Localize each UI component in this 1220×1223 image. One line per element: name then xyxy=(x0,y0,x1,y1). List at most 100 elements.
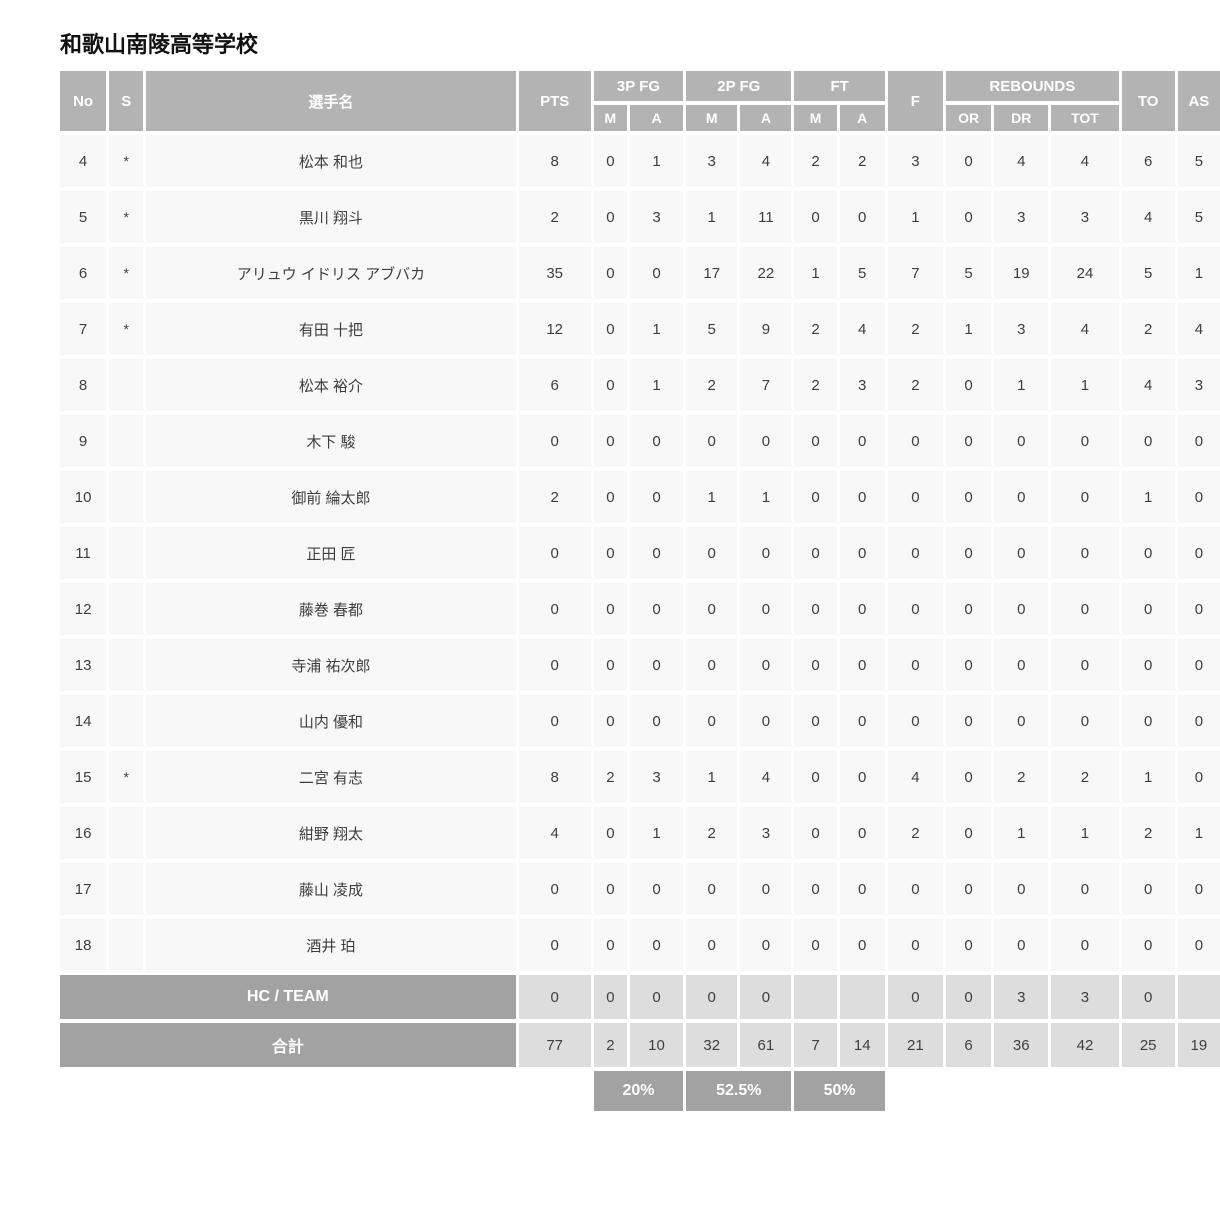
stat-3p-attempted: 0 xyxy=(629,527,684,579)
stat-total-rebounds: 0 xyxy=(1051,639,1119,691)
stat-offensive-rebounds: 0 xyxy=(945,863,992,915)
stat-ft-attempted: 3 xyxy=(839,359,885,411)
stat-ft-made: 0 xyxy=(794,863,837,915)
player-number: 11 xyxy=(60,527,107,579)
stat-total-rebounds: 0 xyxy=(1051,919,1119,971)
stat-turnovers: 0 xyxy=(1121,583,1175,635)
col-group-2pfg: 2P FG xyxy=(686,71,792,101)
player-name: 黒川 翔斗 xyxy=(146,191,516,243)
stat-3p-attempted: 0 xyxy=(629,863,684,915)
stat-offensive-rebounds: 5 xyxy=(945,247,992,299)
stat-assists: 5 xyxy=(1177,191,1220,243)
stat-pts: 8 xyxy=(518,135,591,187)
totals-turnovers: 25 xyxy=(1121,1023,1175,1067)
stat-2p-attempted: 0 xyxy=(740,415,792,467)
hc-team-turnovers: 0 xyxy=(1121,975,1175,1019)
stat-2p-attempted: 4 xyxy=(740,751,792,803)
stat-2p-attempted: 0 xyxy=(740,527,792,579)
stat-2p-made: 0 xyxy=(686,583,738,635)
col-header-ft-attempted: A xyxy=(839,105,885,131)
stat-fouls: 0 xyxy=(887,471,943,523)
stat-assists: 3 xyxy=(1177,359,1220,411)
stat-fouls: 0 xyxy=(887,639,943,691)
player-rows: 4 * 松本 和也 8 0 1 3 4 2 2 3 0 4 4 6 5 5 * … xyxy=(60,135,1220,971)
totals-assists: 19 xyxy=(1177,1023,1220,1067)
stat-ft-attempted: 2 xyxy=(839,135,885,187)
stat-3p-made: 0 xyxy=(593,191,627,243)
stat-ft-made: 0 xyxy=(794,639,837,691)
stat-turnovers: 0 xyxy=(1121,527,1175,579)
stat-ft-made: 0 xyxy=(794,471,837,523)
stat-fouls: 7 xyxy=(887,247,943,299)
stat-turnovers: 0 xyxy=(1121,919,1175,971)
stat-ft-made: 0 xyxy=(794,415,837,467)
player-number: 7 xyxy=(60,303,107,355)
stat-assists: 0 xyxy=(1177,919,1220,971)
stat-2p-made: 0 xyxy=(686,919,738,971)
player-number: 15 xyxy=(60,751,107,803)
stat-defensive-rebounds: 0 xyxy=(994,695,1049,747)
table-row: 17 藤山 凌成 0 0 0 0 0 0 0 0 0 0 0 0 0 xyxy=(60,863,1220,915)
starter-flag xyxy=(109,415,144,467)
stat-offensive-rebounds: 0 xyxy=(945,527,992,579)
stat-offensive-rebounds: 0 xyxy=(945,583,992,635)
stat-assists: 5 xyxy=(1177,135,1220,187)
stat-turnovers: 0 xyxy=(1121,695,1175,747)
player-name: 紺野 翔太 xyxy=(146,807,516,859)
player-name: 木下 駿 xyxy=(146,415,516,467)
player-number: 14 xyxy=(60,695,107,747)
col-header-total-rebounds: TOT xyxy=(1051,105,1119,131)
stat-turnovers: 0 xyxy=(1121,415,1175,467)
stat-3p-made: 0 xyxy=(593,135,627,187)
stat-2p-attempted: 11 xyxy=(740,191,792,243)
stat-2p-made: 1 xyxy=(686,751,738,803)
totals-fouls: 21 xyxy=(887,1023,943,1067)
hc-team-3p-attempted: 0 xyxy=(629,975,684,1019)
stat-defensive-rebounds: 0 xyxy=(994,863,1049,915)
stat-pts: 6 xyxy=(518,359,591,411)
col-header-offensive-rebounds: OR xyxy=(945,105,992,131)
stat-fouls: 1 xyxy=(887,191,943,243)
col-header-starter: S xyxy=(109,71,144,131)
player-name: 藤山 凌成 xyxy=(146,863,516,915)
stat-offensive-rebounds: 0 xyxy=(945,359,992,411)
hc-team-pts: 0 xyxy=(518,975,591,1019)
stat-2p-made: 1 xyxy=(686,191,738,243)
stat-2p-attempted: 9 xyxy=(740,303,792,355)
starter-flag: * xyxy=(109,303,144,355)
stat-ft-made: 0 xyxy=(794,583,837,635)
hc-team-total-rebounds: 3 xyxy=(1051,975,1119,1019)
stat-defensive-rebounds: 3 xyxy=(994,191,1049,243)
table-row: 6 * アリュウ イドリス アブバカ 35 0 0 17 22 1 5 7 5 … xyxy=(60,247,1220,299)
stat-3p-made: 0 xyxy=(593,359,627,411)
stat-2p-attempted: 22 xyxy=(740,247,792,299)
col-header-3p-made: M xyxy=(593,105,627,131)
stat-offensive-rebounds: 0 xyxy=(945,919,992,971)
player-name: 松本 裕介 xyxy=(146,359,516,411)
spacer xyxy=(888,1071,1220,1111)
starter-flag xyxy=(109,583,144,635)
stat-assists: 0 xyxy=(1177,863,1220,915)
player-number: 16 xyxy=(60,807,107,859)
stat-offensive-rebounds: 0 xyxy=(945,135,992,187)
col-header-player-name: 選手名 xyxy=(146,71,516,131)
stat-offensive-rebounds: 0 xyxy=(945,471,992,523)
stat-ft-attempted: 0 xyxy=(839,919,885,971)
col-header-defensive-rebounds: DR xyxy=(994,105,1049,131)
col-header-2p-attempted: A xyxy=(740,105,792,131)
totals-2p-attempted: 61 xyxy=(740,1023,792,1067)
summary-section: HC / TEAM 0 0 0 0 0 0 0 3 3 0 合計 77 2 10… xyxy=(60,975,1220,1111)
stat-2p-made: 1 xyxy=(686,471,738,523)
col-group-3pfg: 3P FG xyxy=(593,71,684,101)
totals-total-rebounds: 42 xyxy=(1051,1023,1119,1067)
col-group-ft: FT xyxy=(794,71,885,101)
stat-fouls: 4 xyxy=(887,751,943,803)
starter-flag xyxy=(109,639,144,691)
stat-2p-made: 17 xyxy=(686,247,738,299)
stat-ft-made: 0 xyxy=(794,807,837,859)
stat-ft-made: 2 xyxy=(794,135,837,187)
stat-2p-made: 0 xyxy=(686,415,738,467)
starter-flag xyxy=(109,863,144,915)
table-row: 10 御前 綸太郎 2 0 0 1 1 0 0 0 0 0 0 1 0 xyxy=(60,471,1220,523)
stat-3p-attempted: 0 xyxy=(629,471,684,523)
